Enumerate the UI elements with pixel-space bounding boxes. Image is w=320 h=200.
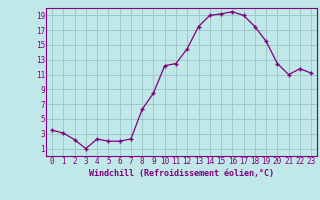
X-axis label: Windchill (Refroidissement éolien,°C): Windchill (Refroidissement éolien,°C) xyxy=(89,169,274,178)
